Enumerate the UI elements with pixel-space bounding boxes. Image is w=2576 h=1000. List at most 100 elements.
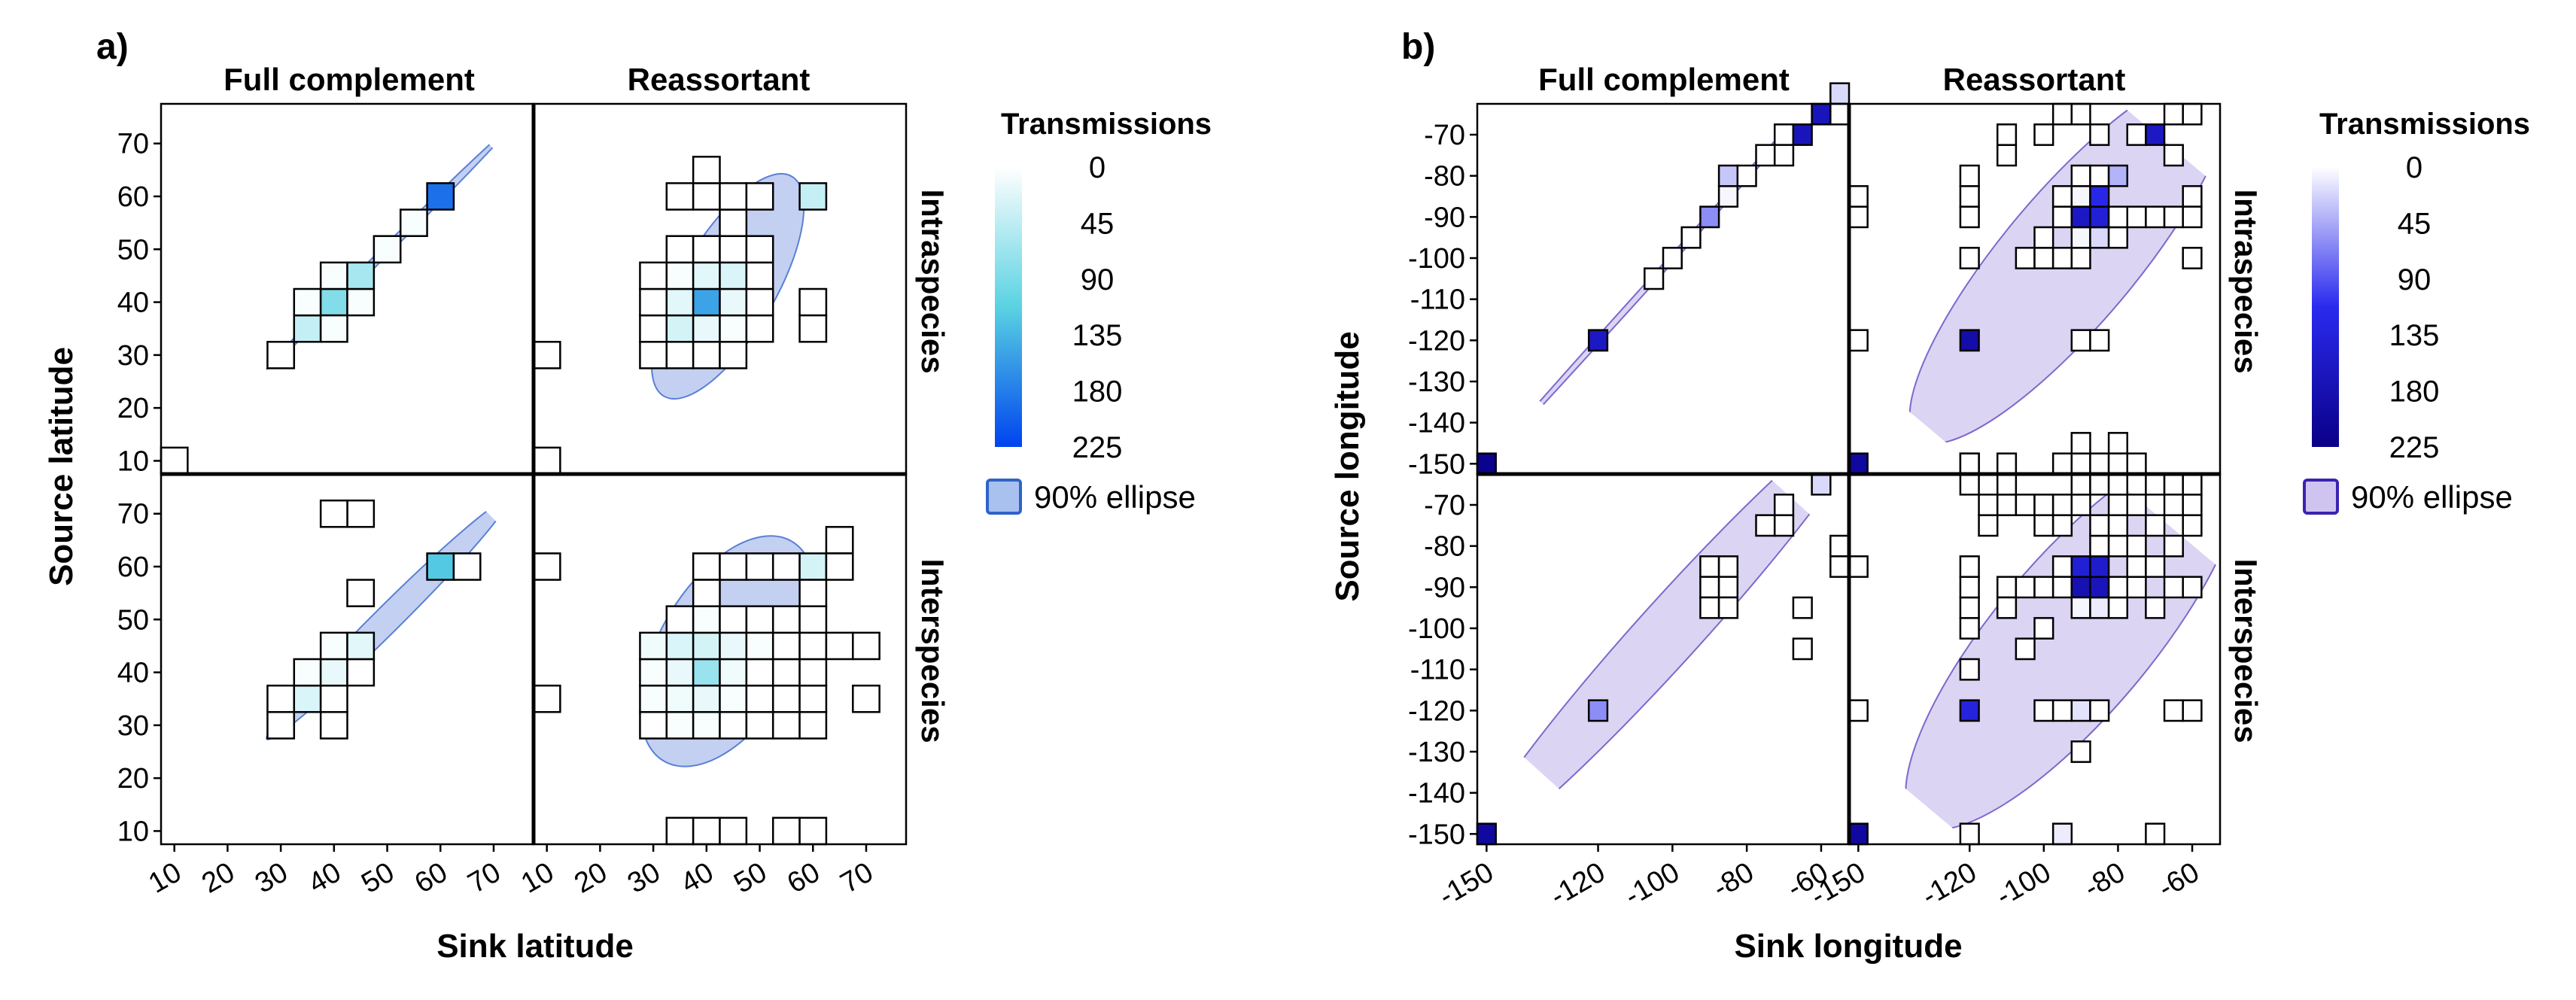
- colorbar-tick-label: 90: [2398, 263, 2432, 296]
- heatmap-cell: [1717, 596, 1739, 619]
- heatmap-cell: [692, 261, 721, 290]
- heatmap-cell: [2182, 576, 2203, 599]
- heatmap-cell: [2070, 164, 2091, 187]
- heatmap-cell: [1773, 144, 1795, 167]
- panel-b-colorbar-title: Transmissions: [2319, 108, 2530, 141]
- panel-a-colorbar-title: Transmissions: [1001, 108, 1212, 141]
- heatmap-cell: [293, 287, 322, 317]
- heatmap-cell: [1717, 164, 1739, 187]
- heatmap-cell: [1959, 329, 1980, 352]
- heatmap-cell: [1959, 658, 1980, 681]
- y-tick-label: -70: [1424, 490, 1465, 521]
- heatmap-cell: [399, 208, 428, 237]
- heatmap-cell: [1959, 555, 1980, 578]
- heatmap-cell: [1959, 617, 1980, 640]
- heatmap-cell: [2051, 185, 2073, 208]
- heatmap-cell: [1996, 144, 2018, 167]
- heatmap-cell: [745, 658, 774, 687]
- heatmap-cell: [2145, 514, 2166, 537]
- panel-a-xlabel: Sink latitude: [436, 928, 634, 965]
- y-tick-label: 40: [117, 287, 149, 319]
- heatmap-cell: [665, 287, 695, 317]
- y-tick-label: 60: [117, 552, 149, 583]
- y-tick-label: -140: [1408, 778, 1465, 810]
- y-tick-label: 70: [117, 499, 149, 530]
- heatmap-cell: [2126, 576, 2147, 599]
- heatmap-cell: [798, 579, 828, 607]
- heatmap-cell: [1959, 473, 1980, 496]
- heatmap-cell: [745, 631, 774, 661]
- heatmap-cell: [1959, 164, 1980, 187]
- heatmap-cell: [319, 684, 348, 713]
- heatmap-cell: [2051, 494, 2073, 516]
- heatmap-cell: [745, 711, 774, 740]
- heatmap-cell: [2070, 740, 2091, 763]
- heatmap-cell: [2163, 205, 2184, 229]
- y-tick-label: -150: [1408, 819, 1465, 850]
- heatmap-cell: [1662, 247, 1683, 269]
- colorbar-tick-label: 135: [2389, 319, 2440, 352]
- heatmap-cell: [1959, 452, 1980, 476]
- heatmap-cell: [1996, 123, 2018, 146]
- x-tick-label: -100: [1620, 856, 1685, 912]
- heatmap-cell: [1848, 185, 1869, 208]
- heatmap-cell: [1996, 452, 2018, 476]
- heatmap-cell: [346, 499, 376, 528]
- panel-a-row-interspecies: Interspecies: [915, 558, 950, 743]
- x-tick-label: -120: [1545, 856, 1610, 912]
- heatmap-cell: [266, 341, 296, 369]
- heatmap-cell: [319, 287, 348, 317]
- heatmap-cell: [2033, 617, 2054, 640]
- x-tick-label: 20: [196, 856, 240, 900]
- heatmap-cell: [1959, 596, 1980, 619]
- heatmap-cell: [798, 816, 828, 846]
- x-tick-label: 20: [569, 856, 613, 900]
- heatmap-cell: [1717, 555, 1739, 578]
- heatmap-cell: [1792, 123, 1813, 146]
- heatmap-cell: [665, 631, 695, 661]
- y-tick-label: -80: [1424, 161, 1465, 193]
- heatmap-cell: [2182, 699, 2203, 722]
- heatmap-cell: [1587, 699, 1609, 722]
- x-tick-label: -150: [1434, 856, 1499, 912]
- heatmap-cell: [532, 446, 561, 476]
- heatmap-cell: [719, 658, 748, 687]
- heatmap-cell: [798, 314, 828, 343]
- heatmap-cell: [346, 579, 376, 607]
- heatmap-cell: [293, 658, 322, 687]
- heatmap-cell: [1829, 102, 1851, 126]
- heatmap-cell: [160, 446, 189, 476]
- heatmap-cell: [798, 287, 828, 317]
- heatmap-cell: [639, 631, 668, 661]
- heatmap-cell: [2163, 102, 2184, 126]
- panel-a-colorbar-ticks: 0 45 90 135 180 225: [1072, 151, 1123, 464]
- heatmap-cell: [2051, 822, 2073, 846]
- heatmap-cell: [346, 631, 376, 661]
- heatmap-cell: [1792, 637, 1813, 661]
- heatmap-cell: [346, 287, 376, 317]
- panel-a-ellipse-swatch: [986, 479, 1022, 515]
- y-tick-label: 60: [117, 181, 149, 213]
- heatmap-cell: [1811, 473, 1832, 496]
- x-tick-label: -60: [2153, 856, 2205, 904]
- x-tick-label: 70: [463, 856, 506, 900]
- heatmap-cell: [692, 182, 721, 211]
- heatmap-cell: [692, 579, 721, 607]
- heatmap-cell: [2107, 226, 2129, 249]
- heatmap-cell: [692, 552, 721, 581]
- heatmap-cell: [771, 552, 801, 581]
- y-tick-label: -80: [1424, 531, 1465, 563]
- panel-a-ylabel: Source latitude: [43, 347, 80, 586]
- heatmap-cell: [719, 816, 748, 846]
- heatmap-cell: [665, 816, 695, 846]
- heatmap-cell: [639, 287, 668, 317]
- heatmap-cell: [2033, 123, 2054, 146]
- heatmap-cell: [2033, 514, 2054, 537]
- colorbar-tick-label: 90: [1081, 263, 1115, 296]
- y-tick-label: -110: [1410, 655, 1465, 686]
- panel-a-ellipse-label: 90% ellipse: [1034, 479, 1196, 515]
- y-tick-label: -90: [1424, 202, 1465, 233]
- heatmap-cell: [2107, 205, 2129, 229]
- heatmap-cell: [1755, 144, 1776, 167]
- heatmap-cell: [2089, 555, 2110, 578]
